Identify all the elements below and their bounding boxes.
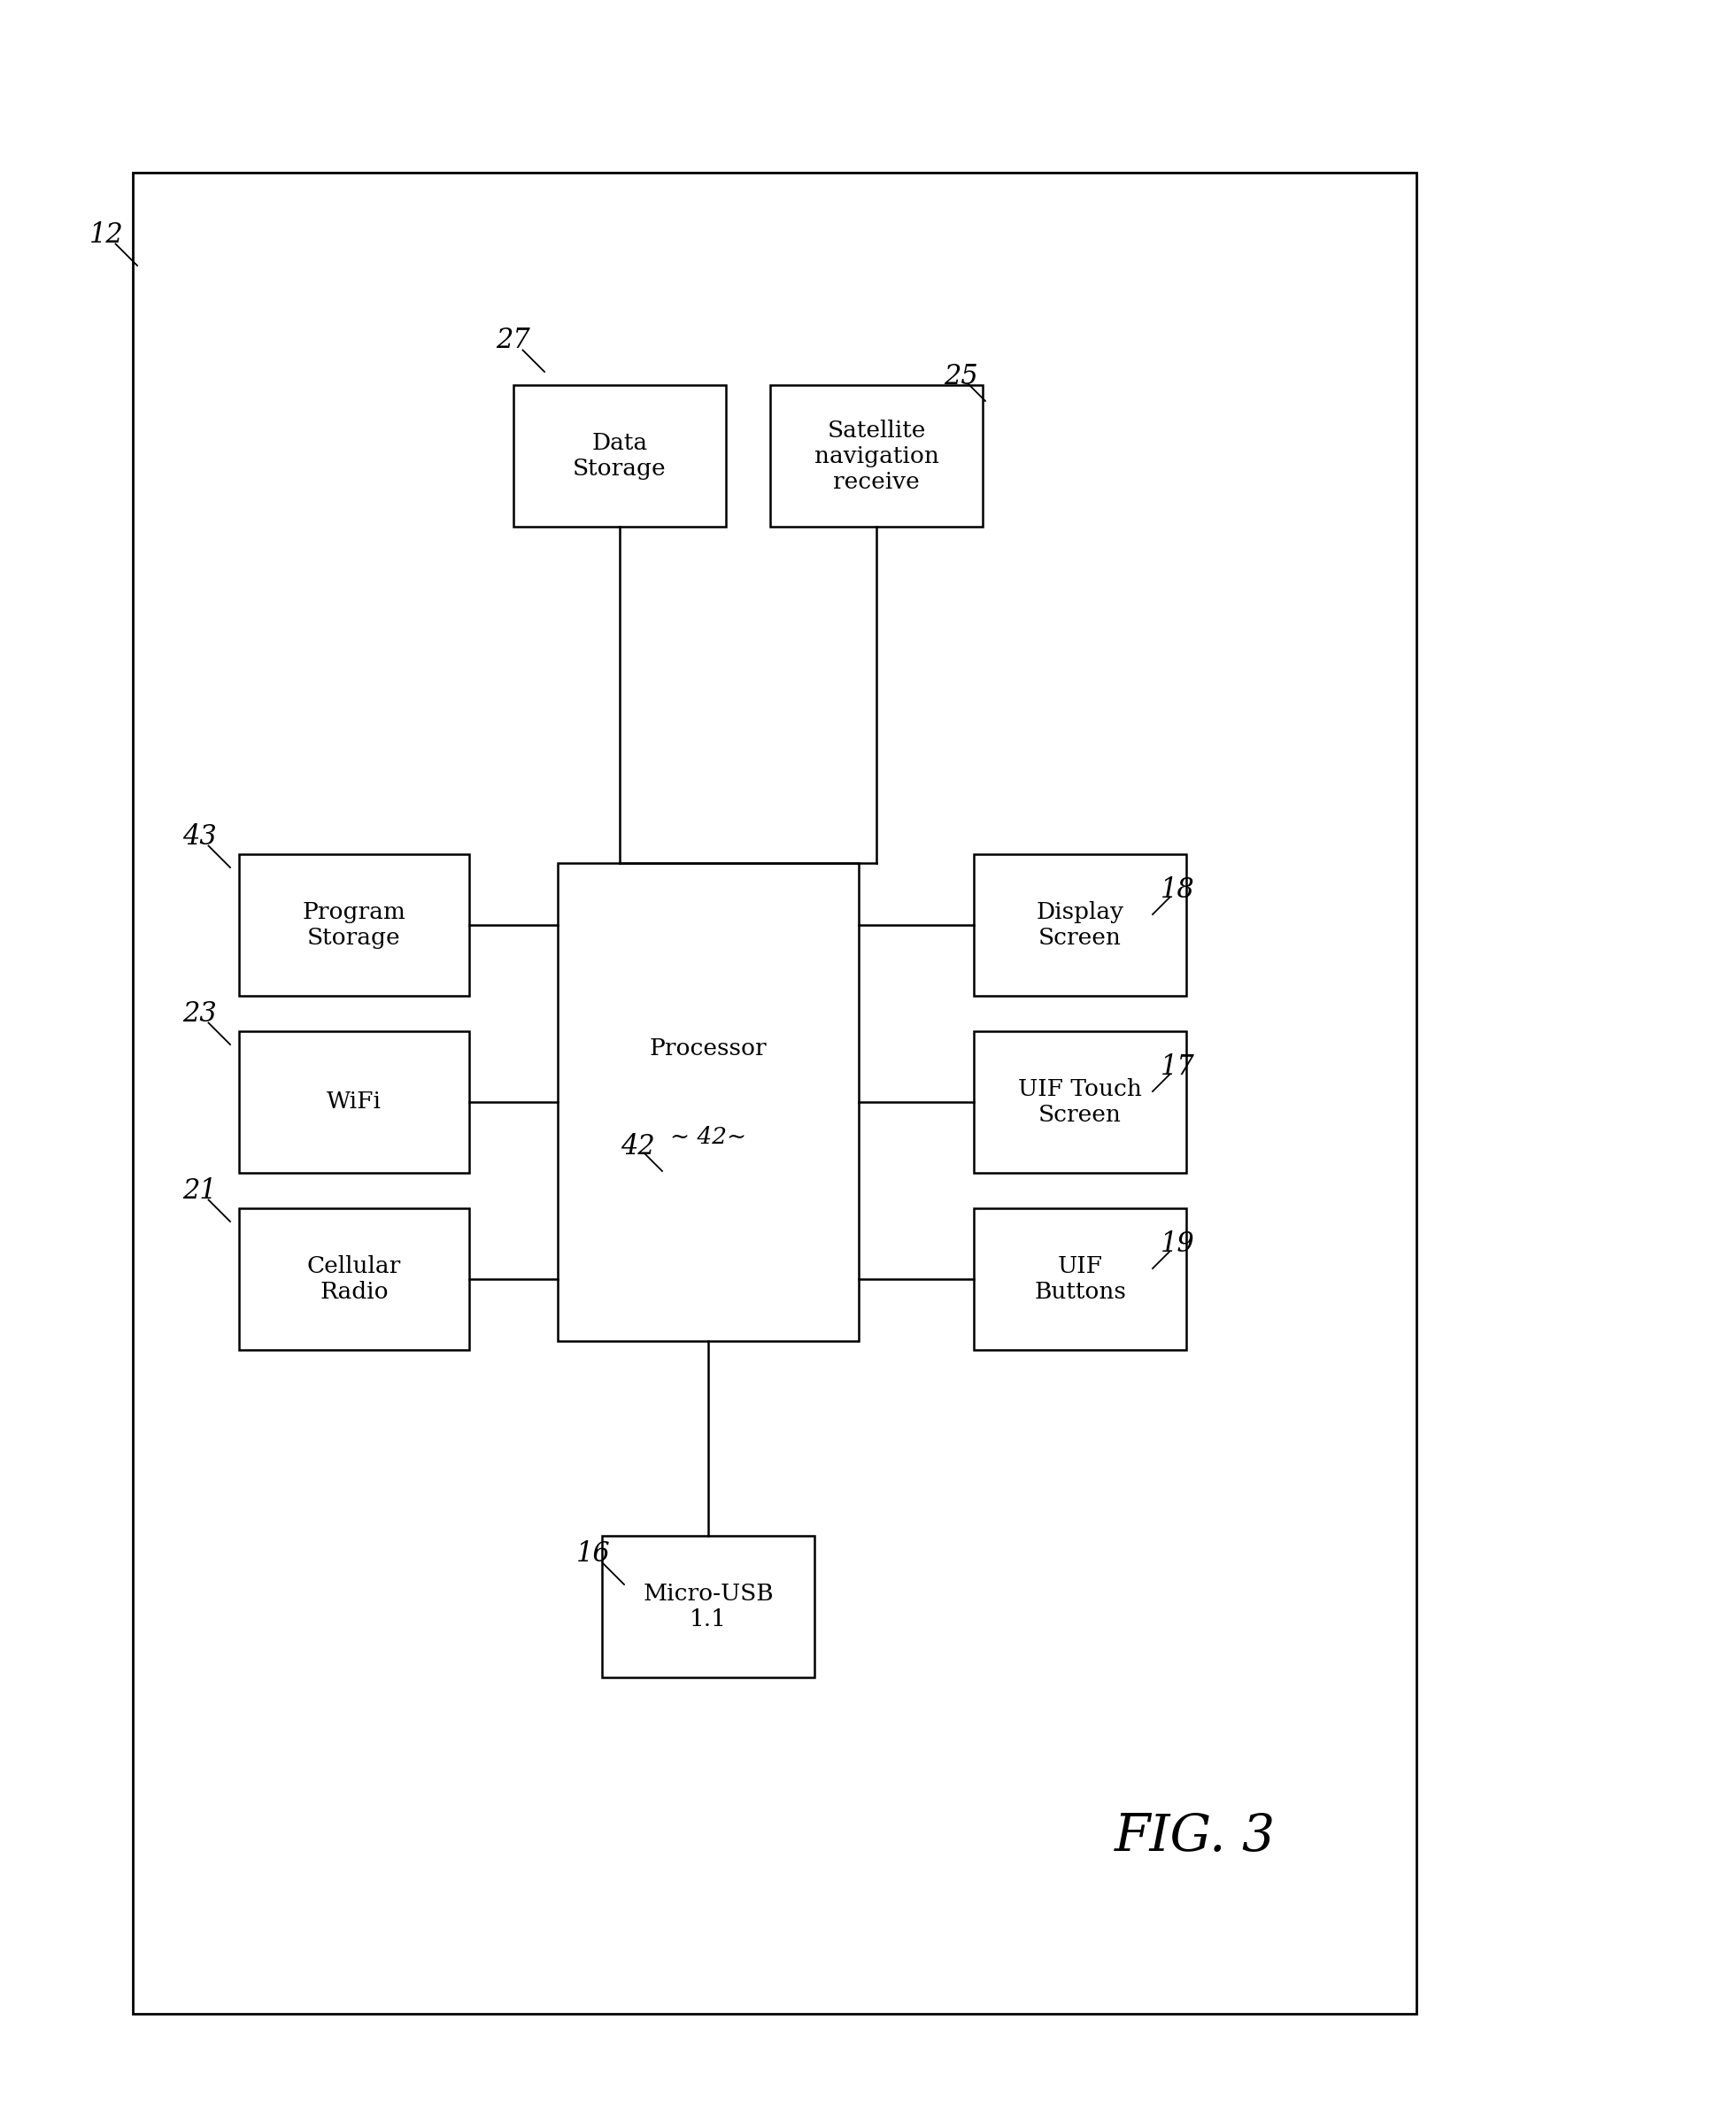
Text: 23: 23 bbox=[182, 1001, 217, 1028]
Text: 17: 17 bbox=[1160, 1054, 1194, 1081]
Bar bbox=[240, 1208, 469, 1350]
Bar bbox=[132, 172, 1417, 2014]
Text: 27: 27 bbox=[496, 326, 531, 354]
Text: FIG. 3: FIG. 3 bbox=[1115, 1813, 1276, 1861]
Bar bbox=[240, 1030, 469, 1172]
Text: 16: 16 bbox=[576, 1539, 611, 1567]
Text: ~ 42~: ~ 42~ bbox=[670, 1126, 746, 1149]
Bar bbox=[974, 854, 1186, 996]
Text: 21: 21 bbox=[182, 1177, 217, 1204]
Text: 19: 19 bbox=[1160, 1230, 1194, 1257]
Text: Satellite
navigation
receive: Satellite navigation receive bbox=[814, 420, 939, 492]
Bar bbox=[514, 386, 726, 526]
Text: 12: 12 bbox=[89, 220, 123, 248]
Text: Cellular
Radio: Cellular Radio bbox=[307, 1255, 401, 1304]
Text: UIF Touch
Screen: UIF Touch Screen bbox=[1017, 1079, 1142, 1126]
Bar bbox=[240, 854, 469, 996]
Text: Data
Storage: Data Storage bbox=[573, 432, 667, 479]
Text: 42: 42 bbox=[620, 1132, 654, 1160]
Text: 25: 25 bbox=[943, 363, 977, 390]
Bar bbox=[557, 863, 859, 1342]
Text: Display
Screen: Display Screen bbox=[1036, 901, 1123, 950]
Bar bbox=[974, 1030, 1186, 1172]
Bar bbox=[771, 386, 983, 526]
Bar bbox=[602, 1535, 814, 1677]
Text: Micro-USB
1.1: Micro-USB 1.1 bbox=[642, 1584, 774, 1630]
Text: UIF
Buttons: UIF Buttons bbox=[1035, 1255, 1127, 1304]
Text: 18: 18 bbox=[1160, 876, 1194, 903]
Bar bbox=[974, 1208, 1186, 1350]
Text: Program
Storage: Program Storage bbox=[302, 901, 406, 950]
Text: 43: 43 bbox=[182, 823, 217, 850]
Text: Processor: Processor bbox=[649, 1039, 767, 1060]
Text: WiFi: WiFi bbox=[326, 1092, 382, 1113]
